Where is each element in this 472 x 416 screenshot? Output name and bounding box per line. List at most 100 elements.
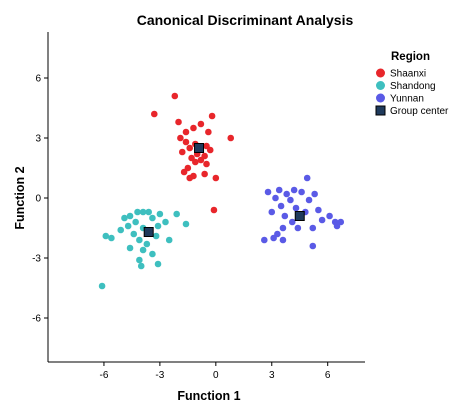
y-tick-label: -3 [32,254,41,265]
x-tick-label: -6 [99,370,108,381]
y-tick-label: 0 [35,194,41,205]
data-point-shandong [124,222,132,230]
data-point-shandong [121,214,128,222]
data-point-shaanxi [197,120,205,128]
data-point-yunnan [294,224,302,232]
data-point-shaanxi [205,128,212,136]
data-point-shaanxi [227,134,235,142]
data-point-shaanxi [150,110,158,118]
data-point-shandong [137,262,145,270]
data-point-shandong [139,246,147,254]
data-point-yunnan [315,206,322,214]
legend-label: Shandong [390,81,436,92]
plot-axes: -6 -3 0 3 6 6 3 0 -3 -6 [32,32,365,381]
data-point-yunnan [277,202,285,210]
chart-title: Canonical Discriminant Analysis [137,12,354,28]
data-point-shandong [145,208,152,216]
data-point-shaanxi [186,144,194,152]
data-point-shandong [154,222,162,230]
data-point-shandong [132,218,139,226]
data-point-yunnan [279,224,287,232]
data-point-shaanxi [177,134,184,142]
data-point-shaanxi [175,118,182,126]
data-point-yunnan [298,188,305,196]
legend-marker-shaanxi [376,68,385,78]
data-point-yunnan [287,196,294,204]
data-point-shandong [126,244,134,252]
data-point-shandong [136,236,143,244]
data-point-shandong [139,208,147,216]
data-point-shaanxi [192,158,199,166]
data-point-shandong [126,212,134,220]
data-point-yunnan [272,194,279,202]
data-point-yunnan [283,190,290,198]
y-tick-label: 3 [35,134,41,145]
x-tick-label: 3 [269,370,275,381]
y-tick-label: 6 [35,74,41,85]
data-point-shandong [98,282,106,290]
data-point-shaanxi [206,146,214,154]
data-point-yunnan [290,186,298,194]
data-point-shandong [102,232,110,240]
legend-title: Region [391,51,430,63]
legend-label: Yunnan [390,94,424,105]
data-point-shandong [143,240,151,248]
data-point-shaanxi [186,174,194,182]
data-point-yunnan [326,212,333,220]
legend-marker-yunnan [376,93,385,103]
group-center-marker [294,211,305,221]
data-point-shandong [136,256,143,264]
data-point-yunnan [309,224,317,232]
data-point-shaanxi [180,168,188,176]
data-point-yunnan [318,216,326,224]
data-point-shandong [165,236,173,244]
data-point-shaanxi [182,128,190,136]
legend-marker-shandong [376,81,385,90]
data-point-yunnan [275,186,283,194]
data-point-shaanxi [182,138,190,146]
data-point-shandong [134,208,141,216]
data-point-shaanxi [171,92,179,100]
data-point-yunnan [303,174,311,182]
legend-marker-group-center [375,105,386,116]
data-point-shandong [182,220,190,228]
y-axis-label: Function 2 [13,166,27,229]
legend-label: Group center [390,106,449,117]
data-point-shandong [152,232,160,240]
y-tick-label: -6 [32,314,41,325]
data-point-shandong [117,226,125,234]
data-point-yunnan [279,236,287,244]
data-point-yunnan [261,236,268,244]
data-points [98,92,345,290]
data-point-shaanxi [190,124,197,132]
data-point-yunnan [288,218,296,226]
data-point-shaanxi [178,148,186,156]
data-point-shandong [156,210,164,218]
group-center-marker [143,227,154,237]
data-point-yunnan [292,204,300,212]
x-tick-label: 6 [325,370,331,381]
data-point-yunnan [268,208,276,216]
data-point-shaanxi [210,206,218,214]
data-point-yunnan [264,188,272,196]
data-point-shandong [149,214,156,222]
data-point-yunnan [309,242,317,250]
data-point-shandong [173,210,180,218]
data-point-shandong [149,250,156,258]
x-tick-label: -3 [155,370,164,381]
data-point-shandong [162,218,169,226]
data-point-shandong [154,260,162,268]
group-centers [143,143,305,237]
x-tick-label: 0 [213,370,219,381]
data-point-yunnan [311,190,318,198]
x-axis-label: Function 1 [177,389,240,403]
data-point-shaanxi [197,156,205,164]
data-point-shaanxi [208,112,216,120]
data-point-yunnan [281,212,289,220]
legend-label: Shaanxi [390,69,426,80]
data-point-yunnan [270,234,277,242]
group-center-marker [194,143,205,153]
data-point-shandong [108,234,115,242]
